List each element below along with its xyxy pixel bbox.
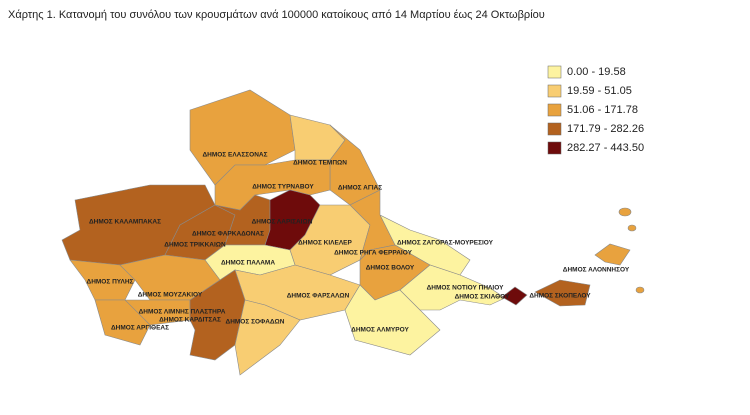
region (399, 264, 506, 311)
map-title: Χάρτης 1. Κατανομή του συνόλου των κρουσ… (8, 9, 545, 21)
region-label: ΔΗΜΟΣ ΣΟΦΑΔΩΝ (226, 319, 285, 326)
legend: 0.00 - 19.58 19.59 - 51.05 51.06 - 171.78 1… (547, 65, 644, 155)
region-label: ΔΗΜΟΣ ΛΙΜΝΗΣ ΠΛΑΣΤΗΡΑ (139, 309, 226, 316)
legend-swatch (547, 84, 562, 98)
legend-swatch (547, 122, 562, 136)
legend-label: 51.06 - 171.78 (567, 104, 638, 116)
legend-label: 19.59 - 51.05 (567, 85, 632, 97)
region-label: ΔΗΜΟΣ ΑΛΟΝΝΗΣΟΥ (563, 267, 630, 274)
region-label: ΔΗΜΟΣ ΤΡΙΚΚΑΙΩΝ (164, 242, 226, 249)
region-label: ΔΗΜΟΣ ΠΥΛΗΣ (87, 279, 134, 286)
regions (61, 89, 645, 376)
region-label: ΔΗΜΟΣ ΑΓΙΑΣ (338, 185, 382, 192)
region (329, 124, 381, 206)
legend-label: 282.27 - 443.50 (567, 142, 644, 154)
legend-label: 171.79 - 282.26 (567, 123, 644, 135)
region-label: ΔΗΜΟΣ ΛΑΡΙΣΑΙΩΝ (252, 219, 313, 226)
region-label: ΔΗΜΟΣ ΚΑΡΔΙΤΣΑΣ (159, 317, 221, 324)
region (501, 286, 528, 306)
legend-swatch (547, 141, 562, 155)
legend-swatch (547, 65, 562, 79)
region-label: ΔΗΜΟΣ ΑΡΓΙΘΕΑΣ (111, 325, 169, 332)
island (618, 207, 632, 217)
region-label: ΔΗΜΟΣ ΡΗΓΑ ΦΕΡΡΑΙΟΥ (334, 250, 413, 257)
region-label: ΔΗΜΟΣ ΑΛΜΥΡΟΥ (351, 327, 409, 334)
region-label: ΔΗΜΟΣ ΚΑΛΑΜΠΑΚΑΣ (89, 219, 161, 226)
region (534, 279, 591, 307)
region-label: ΔΗΜΟΣ ΤΕΜΠΩΝ (293, 160, 347, 167)
island (635, 286, 645, 294)
region (594, 243, 631, 266)
legend-swatch (547, 103, 562, 117)
region-label: ΔΗΜΟΣ ΦΑΡΚΑΔΟΝΑΣ (192, 231, 264, 238)
region-label: ΔΗΜΟΣ ΤΥΡΝΑΒΟΥ (252, 184, 314, 191)
region (94, 299, 151, 346)
region-label: ΔΗΜΟΣ ΝΟΤΙΟΥ ΠΗΛΙΟΥ (427, 285, 504, 292)
legend-label: 0.00 - 19.58 (567, 66, 626, 78)
region-label: ΔΗΜΟΣ ΣΚΟΠΕΛΟΥ (529, 293, 591, 300)
region (234, 299, 301, 376)
region-label: ΔΗΜΟΣ ΒΟΛΟΥ (366, 265, 415, 272)
region-label: ΔΗΜΟΣ ΚΙΛΕΛΕΡ (298, 240, 352, 247)
island (627, 224, 637, 232)
region-label: ΔΗΜΟΣ ΖΑΓΟΡΑΣ-ΜΟΥΡΕΣΙΟΥ (397, 240, 494, 247)
region (189, 269, 246, 361)
region-label: ΔΗΜΟΣ ΕΛΑΣΣΟΝΑΣ (202, 152, 267, 159)
region-label: ΔΗΜΟΣ ΦΑΡΣΑΛΩΝ (287, 293, 350, 300)
region-label: ΔΗΜΟΣ ΠΑΛΑΜΑ (221, 260, 275, 267)
region-label: ΔΗΜΟΣ ΣΚΙΑΘΟΥ (455, 294, 510, 301)
region-label: ΔΗΜΟΣ ΜΟΥΖΑΚΙΟΥ (138, 292, 203, 299)
region-labels: ΔΗΜΟΣ ΕΛΑΣΣΟΝΑΣ ΔΗΜΟΣ ΤΕΜΠΩΝ ΔΗΜΟΣ ΑΓΙΑΣ ΔΗ… (87, 152, 630, 334)
